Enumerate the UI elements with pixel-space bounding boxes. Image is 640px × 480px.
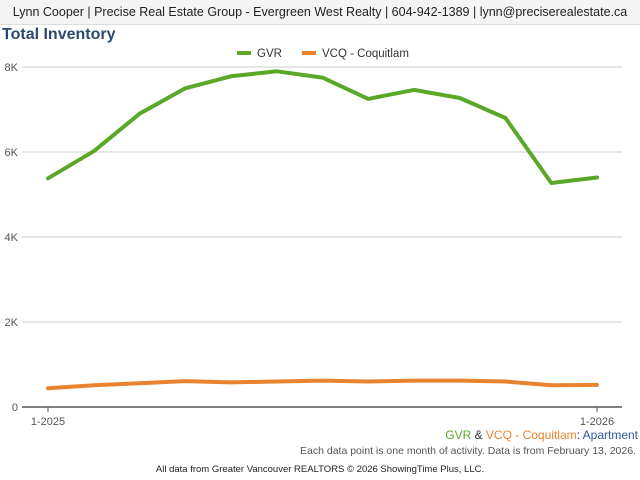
x-tick-label: 1-2026: [580, 416, 614, 428]
agent-header-text: Lynn Cooper | Precise Real Estate Group …: [12, 5, 628, 19]
legend-gvr-label: GVR: [257, 48, 282, 60]
legend-vcq-label: VCQ - Coquitlam: [322, 48, 409, 60]
vcq-series-line: [46, 378, 599, 391]
subtitle-colon: :: [576, 428, 583, 442]
chart-subtitle: GVR & VCQ - Coquitlam: Apartment: [445, 428, 638, 442]
subtitle-gvr: GVR: [445, 428, 472, 442]
y-tick-label: 2K: [5, 317, 19, 329]
gvr-series-line: [46, 69, 599, 185]
y-tick-label: 6K: [5, 147, 19, 159]
subtitle-property-type: Apartment: [582, 428, 638, 442]
subtitle-amp: &: [471, 428, 486, 442]
chart-title: Total Inventory: [2, 26, 116, 43]
y-tick-label: 8K: [5, 62, 19, 74]
y-tick-label: 4K: [5, 232, 19, 244]
x-tick-label: 1-2025: [31, 416, 65, 428]
agent-header: Lynn Cooper | Precise Real Estate Group …: [0, 0, 640, 25]
y-tick-label: 0: [12, 402, 18, 414]
data-note: Each data point is one month of activity…: [300, 445, 636, 457]
data-credits: All data from Greater Vancouver REALTORS…: [155, 464, 485, 475]
subtitle-vcq: VCQ - Coquitlam: [485, 428, 577, 442]
